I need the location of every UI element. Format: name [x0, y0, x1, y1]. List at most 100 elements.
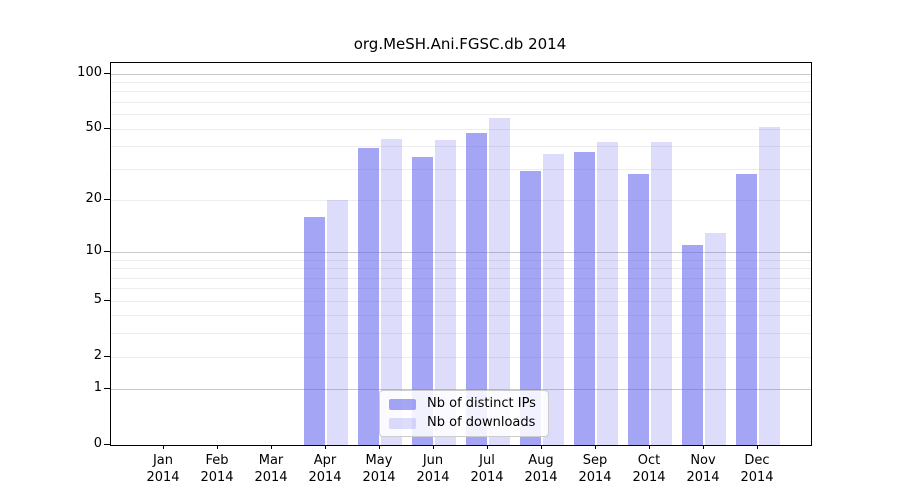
legend-swatch-ips-icon [389, 398, 416, 410]
gridline-minor [111, 333, 811, 335]
y-tick-mark [104, 127, 110, 129]
x-tick-year: 2014 [200, 470, 234, 485]
x-tick-mark [757, 445, 758, 449]
legend: Nb of distinct IPs Nb of downloads [379, 390, 549, 437]
x-tick-year: 2014 [578, 470, 612, 485]
bar-nov-ips [682, 244, 703, 445]
gridline-minor [111, 199, 811, 201]
x-tick-label: Feb 2014 [187, 452, 247, 486]
gridline-major [111, 73, 811, 75]
x-tick-month: Jun [422, 453, 444, 468]
y-tick-label: 1 [93, 380, 102, 396]
x-tick-label: Apr 2014 [295, 452, 355, 486]
bar-jul-downloads [489, 118, 510, 445]
x-tick-mark [325, 445, 326, 449]
bar-dec-ips [736, 173, 757, 445]
gridline-minor [111, 168, 811, 170]
x-tick-label: May 2014 [349, 452, 409, 486]
y-tick-label: 0 [93, 436, 102, 451]
legend-item-downloads: Nb of downloads [389, 415, 536, 431]
x-tick-label: Mar 2014 [241, 452, 301, 486]
y-tick-mark [104, 388, 110, 390]
gridline-minor [111, 81, 811, 83]
x-tick-mark [649, 445, 650, 449]
bar-jun-ips [412, 156, 433, 445]
gridline-minor [111, 114, 811, 115]
bar-jul-ips [466, 133, 487, 445]
bar-aug-downloads [543, 154, 564, 445]
x-tick-label: Jan 2014 [133, 452, 193, 486]
x-tick-year: 2014 [146, 470, 180, 485]
bar-may-downloads [381, 138, 402, 445]
x-tick-month: Sep [582, 453, 608, 468]
gridline-major [111, 389, 811, 391]
x-tick-year: 2014 [740, 470, 774, 485]
gridline-minor [111, 91, 811, 93]
gridline-major [111, 252, 811, 253]
x-tick-year: 2014 [632, 470, 666, 485]
gridline-minor [111, 101, 811, 103]
x-tick-label: Jun 2014 [403, 452, 463, 486]
x-tick-label: Oct 2014 [619, 452, 679, 486]
x-tick-mark [217, 445, 218, 449]
plot-area: Nb of distinct IPs Nb of downloads [110, 62, 812, 446]
x-tick-month: May [365, 453, 393, 468]
x-tick-month: Jul [479, 453, 495, 468]
x-tick-year: 2014 [524, 470, 558, 485]
y-tick-mark [104, 72, 110, 74]
legend-item-distinct-ips: Nb of distinct IPs [389, 396, 536, 412]
x-tick-month: Mar [258, 453, 284, 468]
x-tick-month: Aug [528, 453, 554, 468]
y-tick-label: 10 [85, 243, 102, 258]
x-tick-month: Oct [637, 453, 661, 468]
x-tick-month: Dec [744, 453, 770, 468]
y-tick-label: 20 [85, 190, 102, 206]
y-tick-label: 5 [93, 291, 102, 307]
x-tick-mark [487, 445, 488, 449]
x-tick-year: 2014 [362, 470, 396, 485]
x-tick-label: Aug 2014 [511, 452, 571, 486]
gridline-minor [111, 277, 811, 279]
x-tick-year: 2014 [686, 470, 720, 485]
bar-may-ips [358, 148, 379, 445]
x-tick-month: Feb [205, 453, 229, 468]
legend-swatch-downloads-icon [389, 417, 416, 429]
gridline-minor [111, 259, 811, 261]
x-tick-mark [541, 445, 542, 449]
y-tick-mark [104, 251, 110, 252]
bar-apr-downloads [327, 199, 348, 445]
x-tick-mark [703, 445, 704, 449]
gridline-minor [111, 315, 811, 317]
y-tick-label: 50 [85, 119, 102, 135]
y-tick-mark [104, 198, 110, 200]
bar-apr-ips [304, 216, 325, 445]
bar-sep-ips [574, 152, 595, 445]
x-tick-month: Jan [152, 453, 174, 468]
x-tick-month: Apr [313, 453, 337, 468]
bar-dec-downloads [759, 126, 780, 445]
x-tick-mark [271, 445, 272, 449]
y-tick-label: 2 [93, 347, 102, 363]
gridline-minor [111, 288, 811, 290]
x-tick-year: 2014 [470, 470, 504, 485]
gridline-minor [111, 146, 811, 147]
y-tick-mark [104, 355, 110, 357]
bar-nov-downloads [705, 232, 726, 445]
legend-label-downloads: Nb of downloads [427, 415, 536, 430]
gridline-minor [111, 356, 811, 358]
y-tick-mark [104, 444, 110, 445]
gridline-minor [111, 268, 811, 270]
bar-oct-downloads [651, 142, 672, 445]
bar-aug-ips [520, 171, 541, 445]
bar-sep-downloads [597, 142, 618, 445]
x-tick-label: Sep 2014 [565, 452, 625, 486]
bar-jun-downloads [435, 140, 456, 445]
bar-oct-ips [628, 173, 649, 445]
gridline-minor [111, 128, 811, 130]
x-tick-label: Nov 2014 [673, 452, 733, 486]
x-tick-month: Nov [690, 453, 716, 468]
chart-title: org.MeSH.Ani.FGSC.db 2014 [353, 35, 567, 53]
y-tick-label: 100 [77, 64, 102, 80]
x-tick-mark [433, 445, 434, 449]
